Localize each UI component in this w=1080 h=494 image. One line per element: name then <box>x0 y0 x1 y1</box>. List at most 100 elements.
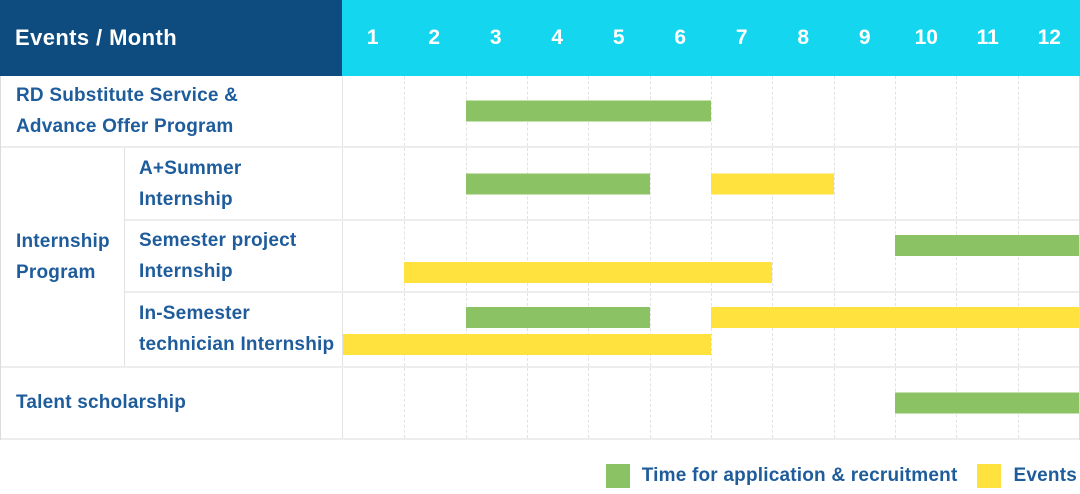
month-gridline <box>711 220 712 292</box>
month-gridline <box>1017 76 1019 147</box>
month-gridline <box>1017 220 1019 292</box>
month-label-6: 6 <box>674 26 687 49</box>
table-row-rd-substitute: RD Substitute Service & Advance Offer Pro… <box>1 76 1079 149</box>
month-gridline <box>527 293 528 366</box>
legend-label-events: Events <box>1013 464 1077 486</box>
month-gridline <box>833 76 835 147</box>
month-gridline <box>895 293 896 366</box>
bar-recruitment <box>895 392 1079 414</box>
month-gridline <box>1017 148 1019 219</box>
chart-cell-a-plus-summer-internship <box>343 148 1079 219</box>
bar-recruitment <box>465 307 650 329</box>
table-row-a-plus-summer-internship: A+Summer Internship <box>125 148 1079 221</box>
group-label: Internship Program <box>1 148 125 366</box>
events-swatch <box>977 463 1002 488</box>
month-gridline <box>772 367 774 438</box>
events-month-header: Events / Month <box>0 0 342 76</box>
row-label-semester-project-internship: Semester project Internship <box>125 220 343 292</box>
month-gridline <box>465 293 467 366</box>
label-line: Advance Offer Program <box>16 116 234 138</box>
chart-cell-semester-project-internship <box>343 220 1079 292</box>
month-gridline <box>956 148 958 219</box>
month-gridline <box>404 148 406 219</box>
month-label-1: 1 <box>366 26 379 49</box>
month-gridline <box>772 76 774 147</box>
month-gridline <box>1017 293 1019 366</box>
month-gridline <box>772 220 774 292</box>
month-gridline <box>465 367 467 438</box>
row-label-talent-scholarship: Talent scholarship <box>1 367 343 438</box>
table-row-semester-project-internship: Semester project Internship <box>125 220 1079 294</box>
month-gridline <box>465 220 467 292</box>
month-gridline <box>895 148 896 219</box>
month-label-11: 11 <box>976 26 999 49</box>
month-label-10: 10 <box>914 26 938 49</box>
legend: Time for application & recruitment Event… <box>0 463 1080 488</box>
month-label-2: 2 <box>428 26 441 49</box>
bar-recruitment <box>465 173 650 195</box>
month-gridline <box>772 293 774 366</box>
label-line: RD Substitute Service & <box>16 85 239 107</box>
month-gridline <box>711 293 712 366</box>
month-gridline <box>895 220 896 292</box>
label-line: Semester project <box>139 229 297 251</box>
month-gridline <box>711 76 712 147</box>
label-line: Internship <box>139 260 233 282</box>
bar-events <box>711 173 834 195</box>
row-label-a-plus-summer-internship: A+Summer Internship <box>125 148 343 219</box>
month-label-12: 12 <box>1037 26 1061 49</box>
month-gridline <box>649 367 651 438</box>
month-gridline <box>649 148 651 219</box>
month-label-5: 5 <box>612 26 625 49</box>
group-block: Internship Program A+Summer Internship Semes… <box>1 148 1079 368</box>
bar-events <box>711 307 1079 329</box>
label-line: Talent scholarship <box>16 392 187 414</box>
label-line: Internship <box>16 230 110 252</box>
legend-item-recruitment: Time for application & recruitment <box>605 463 958 488</box>
label-line: technician Internship <box>139 334 335 356</box>
chart-cell-talent-scholarship <box>343 367 1079 438</box>
month-gridline <box>649 220 651 292</box>
month-gridline <box>711 367 712 438</box>
bar-events <box>404 261 773 283</box>
label-line: Internship <box>139 188 233 210</box>
month-label-7: 7 <box>735 26 748 49</box>
month-gridline <box>956 220 958 292</box>
month-gridline <box>527 220 528 292</box>
month-label-8: 8 <box>797 26 810 49</box>
legend-label-recruitment: Time for application & recruitment <box>641 464 958 486</box>
month-gridline <box>404 76 406 147</box>
month-header-row: 1 2 3 4 5 6 7 8 9 10 11 12 <box>342 0 1080 76</box>
chart-cell-rd-substitute <box>343 76 1079 147</box>
month-label-4: 4 <box>551 26 564 49</box>
row-label-in-semester-technician-internship: In-Semester technician Internship <box>125 293 343 366</box>
label-line: A+Summer <box>139 157 242 179</box>
label-line: Program <box>16 261 96 283</box>
month-gridline <box>895 76 896 147</box>
month-gridline <box>404 293 406 366</box>
row-label-rd-substitute: RD Substitute Service & Advance Offer Pro… <box>1 76 343 147</box>
month-gridline <box>833 293 835 366</box>
bar-recruitment <box>895 234 1079 256</box>
header-row: Events / Month 1 2 3 4 5 6 7 8 9 10 11 12 <box>0 0 1080 76</box>
bar-events <box>343 334 711 356</box>
month-gridline <box>404 367 406 438</box>
label-line: In-Semester <box>139 303 250 325</box>
bar-recruitment <box>465 100 711 122</box>
month-label-9: 9 <box>858 26 871 49</box>
table-body: RD Substitute Service & Advance Offer Pro… <box>0 76 1080 440</box>
month-gridline <box>649 293 651 366</box>
chart-cell-in-semester-technician-internship <box>343 293 1079 366</box>
month-gridline <box>833 148 835 219</box>
table-row-talent-scholarship: Talent scholarship <box>1 367 1079 440</box>
month-gridline <box>404 220 406 292</box>
month-gridline <box>588 367 590 438</box>
month-label-3: 3 <box>489 26 502 49</box>
group-rows: A+Summer Internship Semester project Intern… <box>125 148 1079 366</box>
month-gridline <box>956 293 958 366</box>
table-row-in-semester-technician-internship: In-Semester technician Internship <box>125 293 1079 366</box>
recruitment-swatch <box>605 463 630 488</box>
month-gridline <box>588 293 590 366</box>
month-gridline <box>527 367 528 438</box>
